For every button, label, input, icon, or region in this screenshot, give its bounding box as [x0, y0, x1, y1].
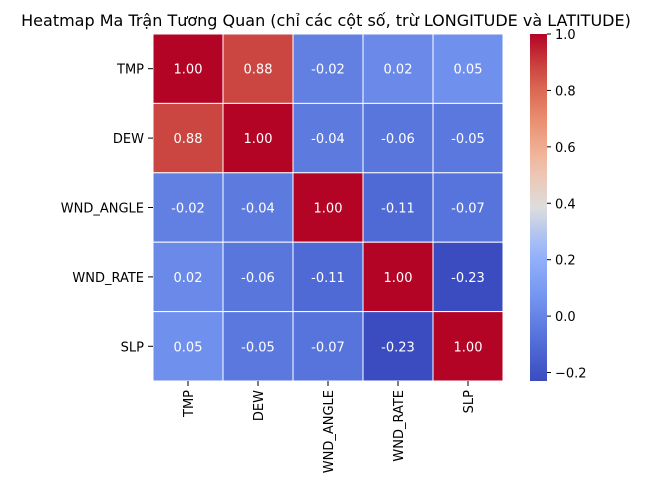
- colorbar-gradient: [530, 34, 547, 381]
- cell-annotation: 0.05: [174, 340, 203, 355]
- cell-annotation: -0.06: [381, 132, 415, 147]
- cell-annotation: -0.02: [311, 63, 345, 78]
- heatmap-cell-WND_RATE-WND_ANGLE: [292, 241, 364, 313]
- cell-annotation: -0.05: [451, 132, 485, 147]
- x-tick-label: WND_ANGLE: [322, 390, 337, 473]
- cell-annotation: 0.02: [174, 271, 203, 286]
- cell-annotation: 1.00: [384, 271, 413, 286]
- cell-annotation: -0.02: [171, 202, 205, 217]
- cell-annotation: 0.88: [244, 63, 273, 78]
- cell-annotation: 0.88: [174, 132, 203, 147]
- heatmap-cell-TMP-TMP: [152, 33, 224, 104]
- heatmap-cell-DEW-WND_ANGLE: [292, 102, 364, 174]
- heatmap-cell-SLP-WND_ANGLE: [292, 311, 364, 382]
- heatmap-cells: [152, 33, 504, 382]
- colorbar-tick-label: 1.0: [555, 28, 576, 43]
- heatmap-cell-WND_ANGLE-WND_RATE: [362, 172, 434, 243]
- colorbar-tick-label: 0.8: [555, 84, 576, 99]
- cell-annotation: -0.06: [241, 271, 275, 286]
- y-tick-label: WND_RATE: [72, 271, 144, 286]
- y-tick-label: WND_ANGLE: [61, 202, 144, 217]
- cell-annotation: 1.00: [314, 202, 343, 217]
- x-tick-label: TMP: [182, 390, 197, 418]
- heatmap-cell-TMP-WND_RATE: [362, 33, 434, 104]
- heatmap-cell-TMP-WND_ANGLE: [292, 33, 364, 104]
- colorbar-tick-label: 0.4: [555, 197, 576, 212]
- cell-annotation: -0.07: [311, 340, 345, 355]
- cell-annotation: -0.07: [451, 202, 485, 217]
- cell-annotation: 0.02: [384, 63, 413, 78]
- heatmap-cell-WND_RATE-SLP: [432, 241, 504, 313]
- heatmap-cell-SLP-TMP: [152, 311, 224, 382]
- colorbar-tick-label: −0.2: [555, 367, 587, 382]
- cell-annotation: 1.00: [174, 63, 203, 78]
- colorbar-tick-label: 0.6: [555, 141, 576, 156]
- cell-annotation: -0.11: [381, 202, 415, 217]
- heatmap-cell-WND_RATE-WND_RATE: [362, 241, 434, 313]
- cell-annotation: -0.23: [381, 340, 415, 355]
- x-tick-label: SLP: [462, 390, 477, 413]
- cell-annotations: 1.00 0.88 -0.02 0.02 0.05 0.88 1.00 -0.04 -0.06 -…: [171, 63, 485, 356]
- colorbar-tick-label: 0.0: [555, 310, 576, 325]
- heatmap-cell-WND_ANGLE-DEW: [222, 172, 294, 243]
- heatmap-cell-TMP-DEW: [222, 33, 294, 104]
- heatmap-cell-DEW-SLP: [432, 102, 504, 174]
- y-tick-label: SLP: [121, 340, 144, 355]
- heatmap-cell-WND_RATE-DEW: [222, 241, 294, 313]
- cell-annotation: -0.05: [241, 340, 275, 355]
- cell-annotation: -0.04: [311, 132, 345, 147]
- x-axis-tick-labels: TMP DEW WND_ANGLE WND_RATE SLP: [182, 381, 477, 473]
- y-tick-label: TMP: [116, 63, 144, 78]
- x-tick-label: WND_RATE: [392, 390, 407, 462]
- cell-annotation: -0.11: [311, 271, 345, 286]
- cell-annotation: 0.05: [454, 63, 483, 78]
- heatmap-cell-SLP-SLP: [432, 311, 504, 382]
- colorbar-tick-label: 0.2: [555, 254, 576, 269]
- heatmap-cell-SLP-DEW: [222, 311, 294, 382]
- chart-title: Heatmap Ma Trận Tương Quan (chỉ các cột …: [21, 11, 631, 30]
- cell-annotation: -0.04: [241, 202, 275, 217]
- cell-annotation: -0.23: [451, 271, 485, 286]
- x-tick-label: DEW: [252, 390, 267, 421]
- cell-annotation: 1.00: [454, 340, 483, 355]
- y-axis-tick-labels: TMP DEW WND_ANGLE WND_RATE SLP: [61, 63, 153, 355]
- heatmap-cell-DEW-TMP: [152, 102, 224, 174]
- y-tick-label: DEW: [113, 132, 144, 147]
- colorbar: −0.2 0.0 0.2 0.4 0.6 0.8 1.0: [530, 28, 587, 382]
- heatmap-cell-WND_ANGLE-SLP: [432, 172, 504, 243]
- cell-annotation: 1.00: [244, 132, 273, 147]
